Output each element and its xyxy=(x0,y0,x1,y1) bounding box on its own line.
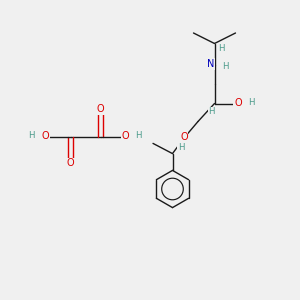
Text: H: H xyxy=(135,131,142,140)
Text: H: H xyxy=(218,44,224,53)
Text: H: H xyxy=(248,98,254,107)
Text: H: H xyxy=(208,107,215,116)
Text: O: O xyxy=(121,131,129,141)
Text: H: H xyxy=(28,131,35,140)
Text: H: H xyxy=(178,142,184,152)
Text: O: O xyxy=(67,158,74,169)
Text: N: N xyxy=(207,59,214,69)
Text: H: H xyxy=(222,62,228,71)
Text: O: O xyxy=(42,131,50,141)
Text: O: O xyxy=(234,98,242,108)
Text: O: O xyxy=(97,104,104,115)
Text: O: O xyxy=(180,132,188,142)
